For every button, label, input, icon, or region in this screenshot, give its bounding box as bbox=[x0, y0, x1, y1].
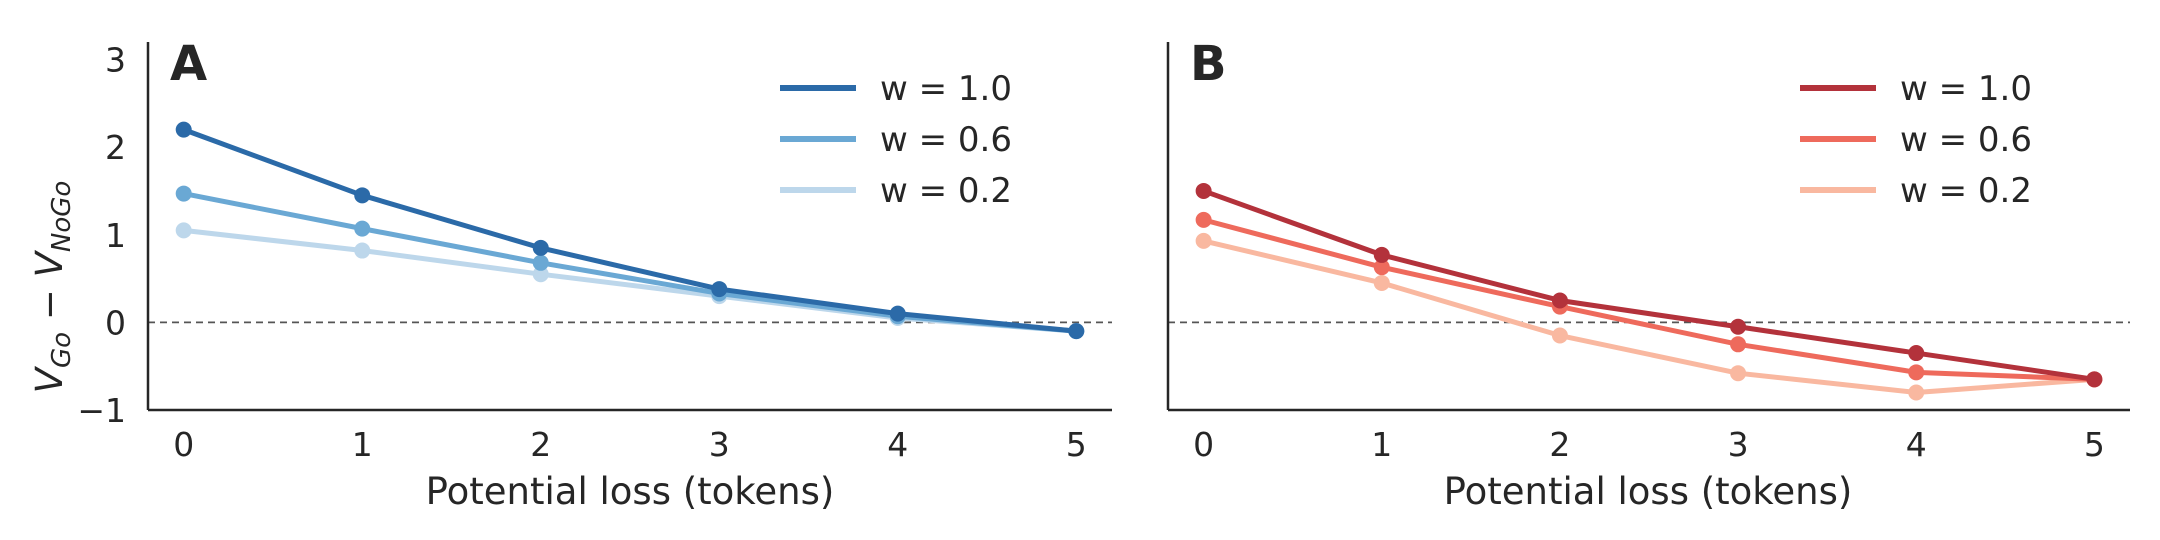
panel-a-data-point bbox=[354, 242, 371, 259]
panel-b-x-tick-label: 4 bbox=[1906, 425, 1927, 464]
panel-b-series-line bbox=[1201, 238, 2097, 395]
panel-a-legend-label: w = 1.0 bbox=[880, 69, 1012, 109]
panel-b-plot: 0 1 2 3 4 5 w = 1.0 w = 0.6 w = 0.2 bbox=[1166, 42, 2130, 464]
panel-b-data-point bbox=[1551, 327, 1568, 344]
panel-a-y-axis-title: VGo − VNoGo bbox=[28, 181, 77, 394]
panel-b-legend-label: w = 0.2 bbox=[1900, 171, 2032, 211]
panel-a-data-point bbox=[889, 305, 906, 322]
panel-b-data-point bbox=[1373, 274, 1390, 291]
panel-a-x-tick-label: 1 bbox=[352, 425, 373, 464]
y-title-sub-nogo: NoGo bbox=[47, 181, 77, 252]
panel-a-x-tick-label: 0 bbox=[173, 425, 194, 464]
panel-a-legend-label: w = 0.2 bbox=[880, 171, 1012, 211]
panel-b-data-point bbox=[1730, 336, 1747, 353]
panel-b-x-tick-label: 1 bbox=[1371, 425, 1392, 464]
panel-b-x-tick-label: 5 bbox=[2084, 425, 2105, 464]
panel-a-y-tick-label: 3 bbox=[105, 41, 126, 80]
panel-b-data-point bbox=[1195, 182, 1212, 199]
panel-b-data-point bbox=[2086, 371, 2103, 388]
panel-a-letter: A bbox=[170, 36, 207, 92]
panel-a-series-line bbox=[181, 127, 1079, 334]
panel-a-data-point bbox=[711, 281, 728, 298]
panel-b-data-point bbox=[1551, 292, 1568, 309]
y-title-minus: − bbox=[28, 277, 71, 332]
panel-a-data-point bbox=[532, 239, 549, 256]
panel-a-data-point bbox=[1068, 323, 1085, 340]
panel-b: 0 1 2 3 4 5 w = 1.0 w = 0.6 w = 0.2 B Potential … bbox=[1166, 36, 2130, 513]
panel-a-legend-label: w = 0.6 bbox=[880, 120, 1012, 160]
panel-a-data-point bbox=[532, 266, 549, 283]
panel-a-data-point bbox=[354, 187, 371, 204]
panel-a-x-tick-label: 5 bbox=[1066, 425, 1087, 464]
panel-a-x-axis-title: Potential loss (tokens) bbox=[426, 470, 835, 513]
panel-b-data-point bbox=[1908, 364, 1925, 381]
panel-b-data-point bbox=[1373, 246, 1390, 263]
y-title-sub-go: Go bbox=[47, 332, 77, 368]
panel-b-legend-label: w = 0.6 bbox=[1900, 120, 2032, 160]
panel-b-data-point bbox=[1373, 259, 1390, 276]
y-title-main: V bbox=[28, 365, 71, 393]
panel-b-data-point bbox=[1195, 232, 1212, 249]
panel-b-data-point bbox=[1730, 365, 1747, 382]
panel-a-y-tick-label: 1 bbox=[105, 216, 126, 255]
panel-a-x-tick-label: 4 bbox=[887, 425, 908, 464]
panel-a-y-tick-label: 0 bbox=[105, 303, 126, 342]
panel-b-x-tick-label: 0 bbox=[1193, 425, 1214, 464]
panel-b-legend-label: w = 1.0 bbox=[1900, 69, 2032, 109]
panel-b-x-tick-label: 3 bbox=[1728, 425, 1749, 464]
panel-b-data-point bbox=[1730, 318, 1747, 335]
panel-b-data-point bbox=[1908, 384, 1925, 401]
panel-a-y-tick-label: −1 bbox=[77, 391, 126, 430]
panel-b-series-line bbox=[1201, 217, 2097, 382]
panel-b-data-point bbox=[1908, 345, 1925, 362]
panel-a-x-tick-label: 3 bbox=[709, 425, 730, 464]
panel-a-plot: 0 1 2 3 4 5 3 2 1 0 −1 w = 1.0 w = 0.6 w = 0.2 bbox=[77, 41, 1112, 464]
panel-b-data-point bbox=[1195, 211, 1212, 228]
panel-b-x-tick-label: 2 bbox=[1549, 425, 1570, 464]
y-title-main-2: V bbox=[28, 249, 71, 277]
panel-a-series-line bbox=[181, 191, 1079, 334]
panel-b-x-axis-title: Potential loss (tokens) bbox=[1444, 470, 1853, 513]
panel-a-data-point bbox=[354, 220, 371, 237]
panel-b-series-line bbox=[1201, 188, 2097, 382]
panel-a-data-point bbox=[532, 254, 549, 271]
panel-a-y-tick-label: 2 bbox=[105, 128, 126, 167]
panel-a: 0 1 2 3 4 5 3 2 1 0 −1 w = 1.0 w = 0.6 w = 0.2 A Pote… bbox=[28, 36, 1112, 513]
panel-b-letter: B bbox=[1190, 36, 1227, 92]
panel-a-x-tick-label: 2 bbox=[530, 425, 551, 464]
panel-a-data-point bbox=[175, 121, 192, 138]
panel-a-data-point bbox=[175, 185, 192, 202]
panel-a-data-point bbox=[175, 222, 192, 239]
